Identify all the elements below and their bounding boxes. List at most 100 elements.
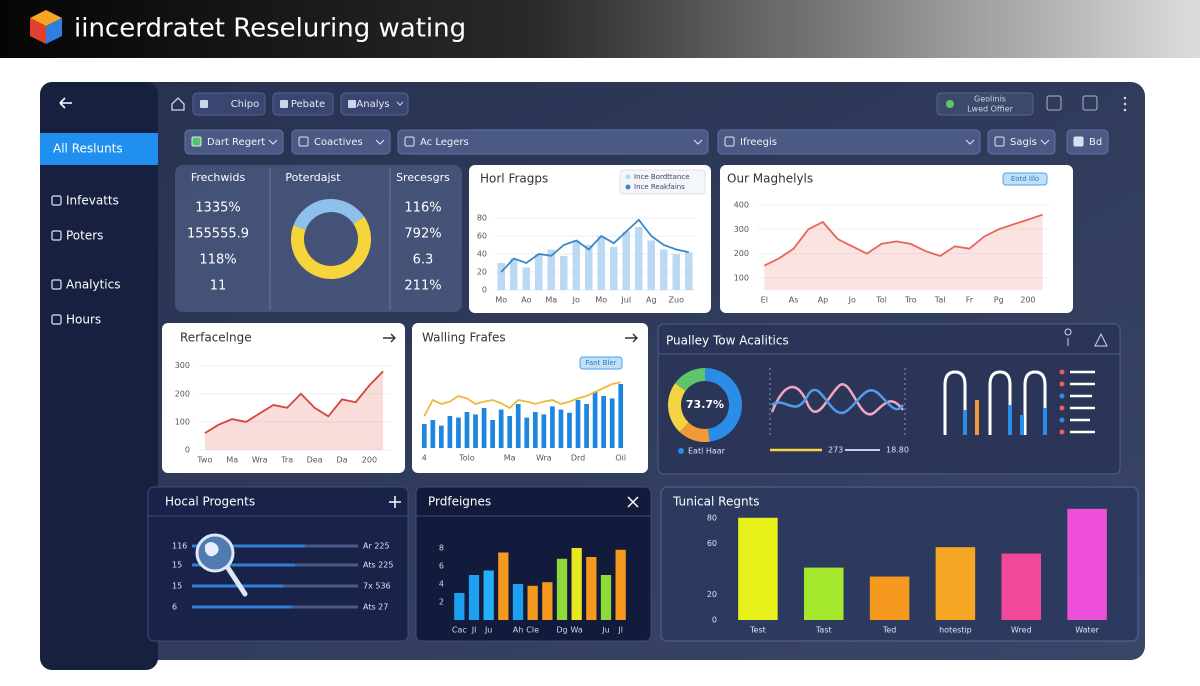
bar [439, 425, 444, 448]
button-icon [280, 100, 288, 108]
stats-value: 155555.9 [187, 227, 249, 242]
bar [498, 552, 509, 620]
close-icon[interactable] [627, 496, 639, 508]
y-tick-label: 20 [477, 268, 487, 277]
x-tick-label: Tast [815, 626, 832, 635]
alert-icon[interactable] [1094, 332, 1108, 347]
bar [464, 412, 470, 448]
chevron [375, 139, 385, 145]
toolbar-icon[interactable] [1082, 95, 1098, 111]
filter[interactable] [184, 129, 284, 155]
x-tick-label: Tro [904, 296, 917, 305]
y-tick-label: 60 [477, 232, 487, 241]
pin-icon[interactable] [1064, 328, 1072, 346]
x-tick-label: 4 [422, 454, 427, 463]
menu-dot[interactable] [1123, 96, 1127, 100]
legend-swatch [625, 174, 631, 180]
y-tick-label: 0 [482, 286, 487, 295]
sidebar-selected[interactable] [40, 133, 158, 165]
x-tick-label: Tal [934, 296, 946, 305]
toolbar-icon[interactable] [1046, 95, 1062, 111]
chart-title: Our Maghelyls [727, 172, 813, 186]
filter[interactable] [987, 129, 1056, 155]
y-tick-label: 6 [439, 562, 444, 571]
bar [512, 584, 524, 620]
x-tick-label: Ju [484, 626, 492, 635]
bar [622, 231, 630, 290]
y-tick-label: 200 [734, 249, 749, 258]
y-tick-label: 100 [734, 273, 749, 282]
sidebar-item[interactable]: Hours [66, 313, 101, 327]
bar [447, 416, 453, 448]
x-tick-label: Da [336, 456, 347, 465]
bar [647, 240, 655, 290]
toolbar-button[interactable] [272, 92, 334, 116]
x-tick-label: Jl [617, 626, 623, 635]
chevron [396, 101, 404, 106]
sidebar-item[interactable]: All Reslunts [53, 142, 123, 156]
donut-segment [675, 368, 705, 391]
chevron [693, 139, 703, 145]
filter[interactable] [397, 129, 709, 155]
row-end-label: Ats 27 [363, 603, 388, 612]
bar [532, 412, 538, 448]
bar [575, 400, 581, 448]
back-arrow[interactable] [59, 97, 72, 109]
filter-icon [1073, 136, 1084, 147]
sidebar-item[interactable]: Infevatts [66, 194, 119, 208]
filter[interactable] [1066, 129, 1109, 155]
sidebar [40, 82, 158, 670]
logo-right [46, 18, 62, 44]
bar [541, 414, 547, 448]
sidebar-item[interactable]: Poters [66, 229, 103, 243]
x-tick-label: 200 [1020, 296, 1035, 305]
bar [601, 396, 606, 448]
list-dot [1059, 417, 1065, 423]
panel [162, 323, 405, 473]
toolbar-button[interactable] [192, 92, 266, 116]
bar [456, 417, 461, 448]
menu-dot[interactable] [1123, 108, 1127, 112]
chevron [268, 139, 278, 145]
stats-value: 6.3 [413, 253, 434, 268]
sidebar-item[interactable]: Analytics [66, 278, 121, 292]
toolbar-button[interactable] [340, 92, 409, 116]
panel [657, 323, 1121, 475]
bar [497, 263, 505, 290]
x-tick-label: Wra [252, 456, 268, 465]
status-pill[interactable] [936, 92, 1034, 116]
arches [943, 370, 1047, 435]
wave [771, 388, 905, 415]
panel-title: Pualley Tow Acalitics [666, 334, 789, 348]
line [500, 218, 689, 273]
filter[interactable] [717, 129, 981, 155]
filter-icon [404, 136, 415, 147]
x-tick-label: Ju [601, 626, 609, 635]
y-tick-label: 80 [707, 513, 717, 522]
arch-segment [963, 410, 967, 435]
y-tick-label: 300 [734, 225, 749, 234]
open-arrow[interactable] [625, 333, 638, 343]
filter[interactable] [291, 129, 391, 155]
menu-dot[interactable] [1123, 102, 1127, 106]
wave-label: 273 [828, 446, 843, 455]
globe-land [205, 542, 219, 557]
list-dot [1059, 405, 1065, 411]
x-tick-label: Jul [620, 296, 631, 305]
x-tick-label: hotestip [939, 626, 972, 635]
logo [30, 10, 62, 44]
legend-swatch [678, 448, 684, 454]
x-tick-label: Cac [452, 626, 467, 635]
open-arrow[interactable] [383, 333, 396, 343]
x-tick-label: Wa [571, 626, 583, 635]
add-icon[interactable] [389, 496, 401, 508]
x-tick-label: Tolo [458, 454, 475, 463]
line [423, 381, 621, 417]
arch-segment [975, 400, 979, 435]
filter-label: Ifreegis [740, 137, 777, 148]
home-icon[interactable] [171, 97, 185, 111]
bar [738, 517, 778, 620]
x-tick-label: Test [749, 626, 766, 635]
